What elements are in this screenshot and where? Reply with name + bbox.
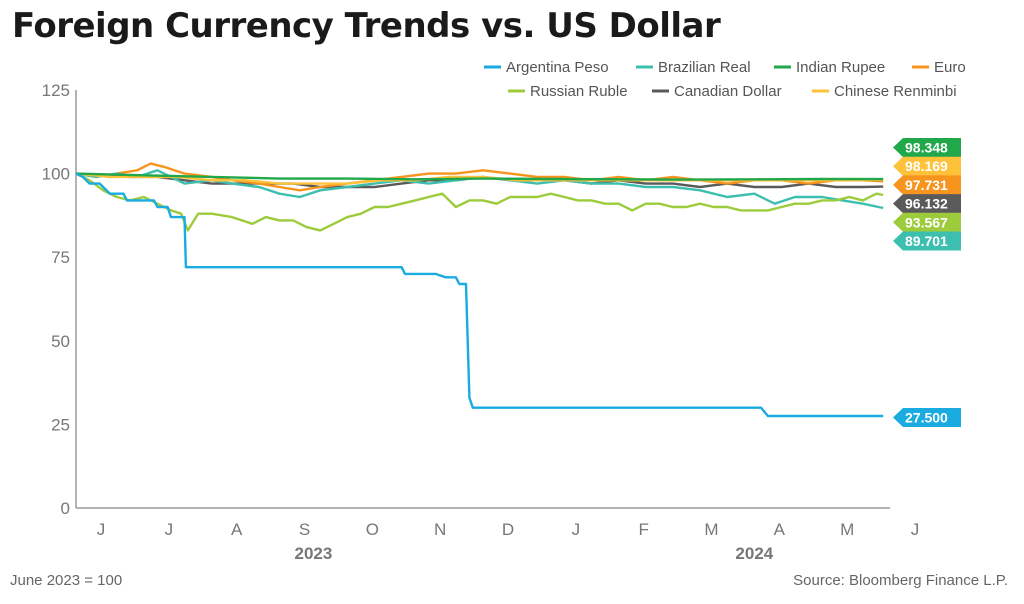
end-tag-label: 96.132 (905, 196, 948, 212)
y-tick-labels: 0 25 50 75 100 125 (42, 81, 70, 518)
x-tick-label: J (97, 520, 106, 539)
end-tag-shape (893, 138, 961, 157)
axes (75, 90, 890, 509)
legend-label: Euro (934, 59, 966, 76)
y-tick-label: 125 (42, 81, 70, 100)
y-tick-label: 75 (51, 248, 70, 267)
end-tag-label: 27.500 (905, 410, 948, 426)
x-tick-label: O (366, 520, 379, 539)
series-line (75, 162, 884, 192)
year-labels: 2023 2024 (295, 544, 774, 563)
legend-label: Chinese Renminbi (834, 83, 957, 100)
series-line (75, 169, 884, 210)
footnote: June 2023 = 100 (10, 572, 123, 589)
y-tick-label: 0 (61, 499, 70, 518)
x-tick-label: M (840, 520, 854, 539)
legend: Argentina Peso Brazilian Real Indian Rupee… (484, 59, 966, 100)
series-lines (75, 162, 884, 418)
x-tick-label: A (774, 520, 786, 539)
series-line (75, 172, 884, 418)
legend-label: Brazilian Real (658, 59, 751, 76)
chart-title: Foreign Currency Trends vs. US Dollar (12, 6, 721, 46)
x-tick-label: A (231, 520, 243, 539)
end-tag-label: 97.731 (905, 177, 948, 193)
end-tag-shape (893, 194, 961, 214)
end-tag-shape (893, 212, 961, 232)
year-label: 2024 (735, 544, 773, 563)
end-tag-label: 98.169 (905, 158, 948, 174)
end-tag-shape (893, 408, 961, 427)
end-tag-label: 89.701 (905, 233, 948, 249)
legend-label: Argentina Peso (506, 59, 609, 76)
source-note: Source: Bloomberg Finance L.P. (793, 572, 1008, 589)
end-tag-label: 98.348 (905, 140, 948, 156)
x-tick-label: S (299, 520, 310, 539)
x-tick-label: J (165, 520, 174, 539)
series-line (75, 172, 884, 181)
x-tick-label: N (434, 520, 446, 539)
end-tag-shape (893, 175, 961, 195)
series-line (75, 172, 884, 232)
y-tick-label: 50 (51, 332, 70, 351)
end-tag-shape (893, 156, 961, 176)
year-label: 2023 (295, 544, 333, 563)
x-tick-label: M (704, 520, 718, 539)
y-tick-label: 100 (42, 165, 70, 184)
legend-label: Russian Ruble (530, 83, 628, 100)
x-tick-label: D (502, 520, 514, 539)
y-tick-label: 25 (51, 415, 70, 434)
x-tick-label: F (638, 520, 648, 539)
end-tag-shape (893, 231, 961, 251)
legend-label: Indian Rupee (796, 59, 885, 76)
legend-label: Canadian Dollar (674, 83, 782, 100)
x-tick-label: J (572, 520, 581, 539)
end-tag-label: 93.567 (905, 214, 948, 230)
x-tick-label: J (911, 520, 920, 539)
end-value-tags: 98.348 98.169 97.731 96.132 93.567 89.701 27.5… (893, 138, 961, 427)
